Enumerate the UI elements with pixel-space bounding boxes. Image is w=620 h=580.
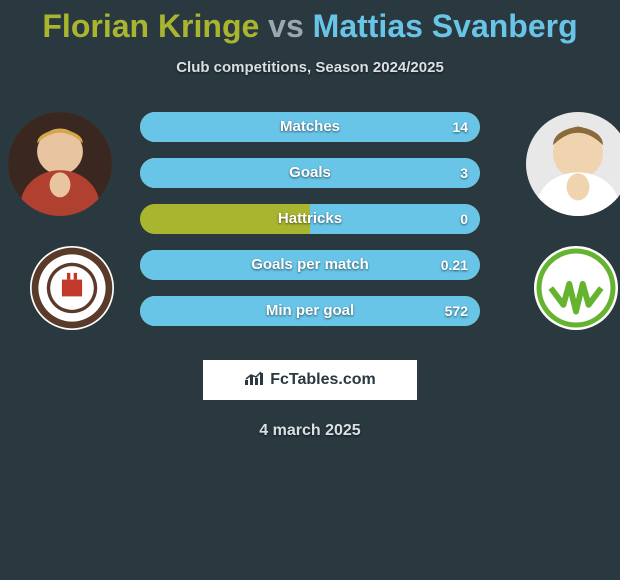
stat-bar: Hattricks0 — [140, 204, 480, 234]
player-photo-icon — [8, 112, 112, 216]
stat-bar: Min per goal572 — [140, 296, 480, 326]
player1-avatar — [8, 112, 112, 216]
branding-text: FcTables.com — [270, 371, 376, 389]
stat-bar: Goals3 — [140, 158, 480, 188]
player1-name: Florian Kringe — [42, 8, 259, 44]
stat-bars: Matches14 Goals3 Hattricks0 Goals per match… — [140, 112, 480, 342]
comparison-title: Florian Kringe vs Mattias Svanberg — [0, 0, 620, 45]
player2-avatar — [526, 112, 620, 216]
stat-label: Goals — [140, 158, 480, 188]
stat-value-right: 0.21 — [441, 250, 468, 280]
branding-box: FcTables.com — [203, 360, 417, 400]
stat-value-right: 572 — [445, 296, 468, 326]
svg-text:FC ST.: FC ST. — [60, 256, 83, 265]
stat-label: Goals per match — [140, 250, 480, 280]
player-photo-icon — [526, 112, 620, 216]
vfl-wolfsburg-badge-icon — [534, 246, 618, 330]
stat-label: Hattricks — [140, 204, 480, 234]
player1-club-badge: FC ST. 1910 — [30, 246, 114, 330]
date-label: 4 march 2025 — [0, 422, 620, 440]
stat-value-right: 3 — [460, 158, 468, 188]
vs-separator: vs — [268, 8, 304, 44]
subtitle: Club competitions, Season 2024/2025 — [0, 59, 620, 76]
stat-value-right: 0 — [460, 204, 468, 234]
svg-text:1910: 1910 — [64, 313, 81, 322]
stat-label: Min per goal — [140, 296, 480, 326]
player2-club-badge — [534, 246, 618, 330]
stat-value-right: 14 — [452, 112, 468, 142]
fc-st-pauli-badge-icon: FC ST. 1910 — [30, 246, 114, 330]
stat-bar: Goals per match0.21 — [140, 250, 480, 280]
player2-name: Mattias Svanberg — [313, 8, 578, 44]
stat-label: Matches — [140, 112, 480, 142]
stat-bar: Matches14 — [140, 112, 480, 142]
chart-icon — [244, 370, 264, 391]
comparison-panel: FC ST. 1910 Matches14 Goals3 Hattricks0 Goa… — [0, 112, 620, 342]
